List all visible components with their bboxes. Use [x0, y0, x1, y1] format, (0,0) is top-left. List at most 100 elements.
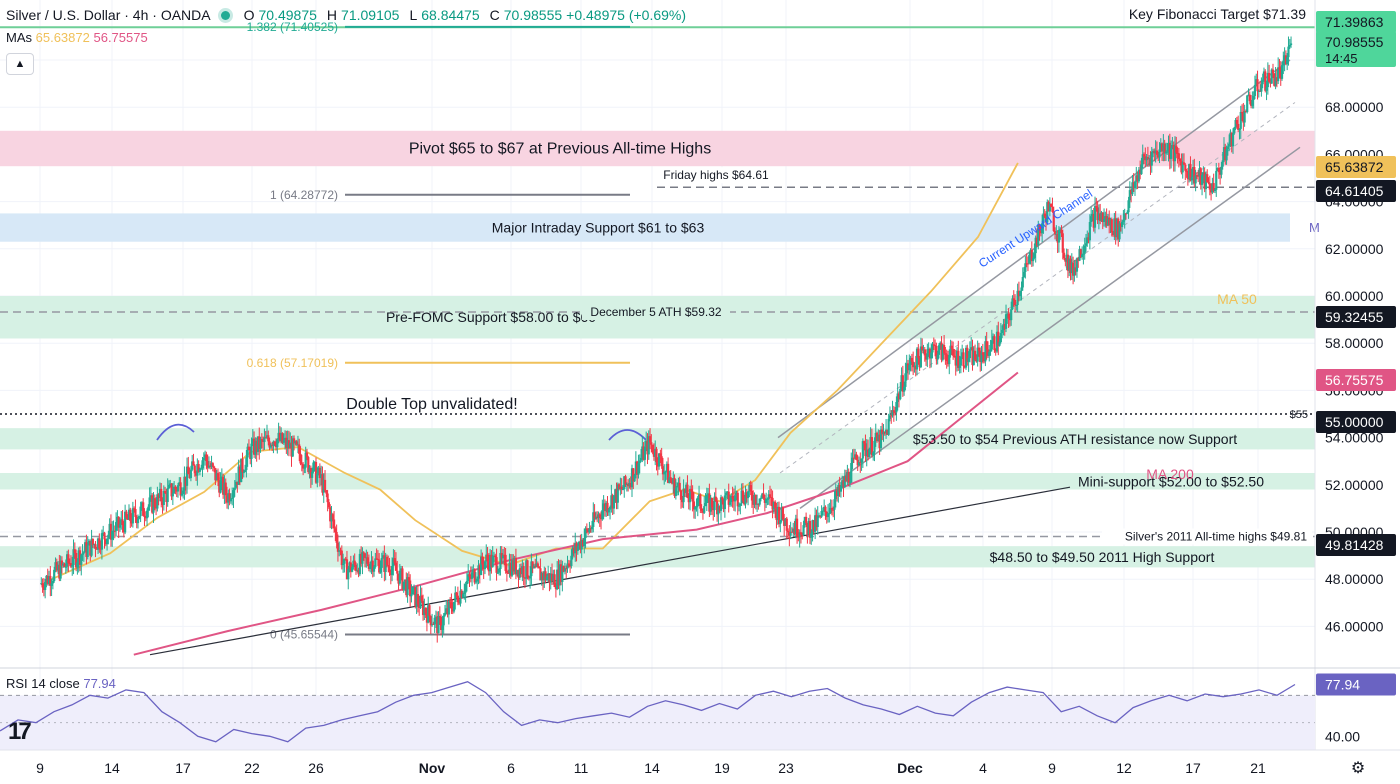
candle-body: [86, 545, 89, 557]
high-value: 71.09105: [341, 7, 400, 23]
candle-body: [418, 604, 421, 608]
candle-body: [1090, 216, 1093, 223]
double-top-arc-2: [608, 429, 647, 441]
candle-body: [1168, 142, 1171, 159]
candle-body: [688, 488, 692, 503]
candle-body: [810, 533, 813, 538]
candle-body: [1048, 203, 1051, 212]
candle-body: [732, 498, 735, 502]
candle-body: [685, 484, 688, 493]
candle-body: [87, 540, 91, 546]
candle-body: [531, 561, 534, 569]
candle-body: [361, 552, 364, 564]
candle-body: [401, 568, 404, 590]
candle-body: [645, 440, 648, 447]
candle-body: [501, 554, 505, 559]
price-tag-bg: [1316, 534, 1396, 556]
candle-body: [1035, 237, 1039, 246]
fib-level-label: 0.618 (57.17019): [247, 356, 338, 370]
candle-body: [946, 361, 950, 365]
candle-body: [1021, 277, 1024, 288]
candle-body: [1256, 79, 1259, 92]
candle-body: [710, 498, 714, 508]
candle-body: [1280, 65, 1284, 79]
candle-body: [125, 511, 128, 518]
candle-body: [1003, 324, 1006, 329]
candle-body: [994, 350, 997, 352]
candle-body: [240, 458, 243, 483]
channel-mid-line: [779, 102, 1296, 474]
ath2011-label-bg: [1102, 528, 1312, 545]
candle-body: [73, 549, 76, 553]
candle-body: [830, 507, 834, 510]
candle-body: [63, 563, 66, 567]
candle-body: [771, 497, 774, 510]
candle-body: [490, 554, 493, 567]
rsi-legend[interactable]: RSI 14 close 77.94: [6, 676, 116, 691]
candle-body: [837, 485, 840, 497]
candle-body: [227, 493, 230, 503]
candle-body: [292, 438, 296, 444]
candle-body: [1251, 99, 1254, 106]
candle-body: [295, 441, 298, 445]
candle-body: [589, 528, 592, 530]
ma-legend[interactable]: MAs 65.63872 56.75575: [6, 30, 148, 45]
candle-body: [1114, 218, 1117, 238]
candle-body: [42, 587, 45, 591]
candle-body: [1158, 149, 1161, 158]
candle-body: [863, 441, 866, 444]
candle-body: [472, 569, 475, 573]
candle-body: [879, 429, 883, 449]
candle-body: [912, 361, 915, 368]
candle-body: [1182, 162, 1186, 165]
candle-body: [734, 495, 737, 502]
candle-body: [393, 558, 396, 563]
candle-body: [986, 349, 990, 356]
candle-body: [130, 520, 133, 524]
candle-body: [1126, 212, 1129, 214]
candle-body: [957, 350, 960, 368]
candle-body: [142, 502, 145, 516]
candle-body: [1043, 213, 1046, 217]
candle-body: [661, 466, 665, 475]
candle-body: [594, 516, 597, 519]
candle-body: [348, 562, 351, 570]
candle-body: [860, 458, 863, 463]
candle-body: [222, 476, 225, 495]
candle-body: [144, 517, 147, 519]
candle-body: [162, 490, 165, 505]
candle-body: [850, 463, 853, 483]
candle-body: [875, 432, 879, 441]
candle-body: [485, 554, 488, 562]
symbol-title[interactable]: Silver / U.S. Dollar · 4h · OANDA: [6, 7, 211, 23]
candle-body: [910, 357, 913, 362]
candle-body: [984, 341, 987, 362]
candle-body: [1265, 87, 1268, 91]
candle-body: [567, 563, 570, 566]
candle-body: [1270, 69, 1273, 84]
candle-body: [975, 359, 978, 362]
candle-body: [216, 473, 220, 481]
candle-body: [1181, 162, 1184, 173]
candle-body: [977, 347, 981, 351]
candle-body: [477, 565, 480, 579]
candle-body: [1097, 213, 1100, 221]
candle-body: [539, 568, 542, 581]
candle-body: [289, 442, 292, 449]
candle-body: [281, 432, 284, 443]
candle-body: [870, 437, 873, 456]
candle-body: [316, 473, 319, 483]
collapse-legend-button[interactable]: ▲: [6, 53, 34, 75]
tradingview-logo-icon[interactable]: 17: [8, 718, 32, 745]
candle-body: [1198, 168, 1201, 177]
candle-body: [214, 468, 217, 481]
candle-body: [165, 492, 168, 503]
candle-body: [436, 616, 439, 634]
gear-icon[interactable]: ⚙: [1350, 760, 1366, 777]
candle-body: [296, 444, 300, 446]
candle-body: [526, 560, 529, 578]
candle-body: [559, 564, 563, 582]
x-tick-label: Nov: [419, 760, 446, 776]
candle-body: [1106, 217, 1110, 226]
